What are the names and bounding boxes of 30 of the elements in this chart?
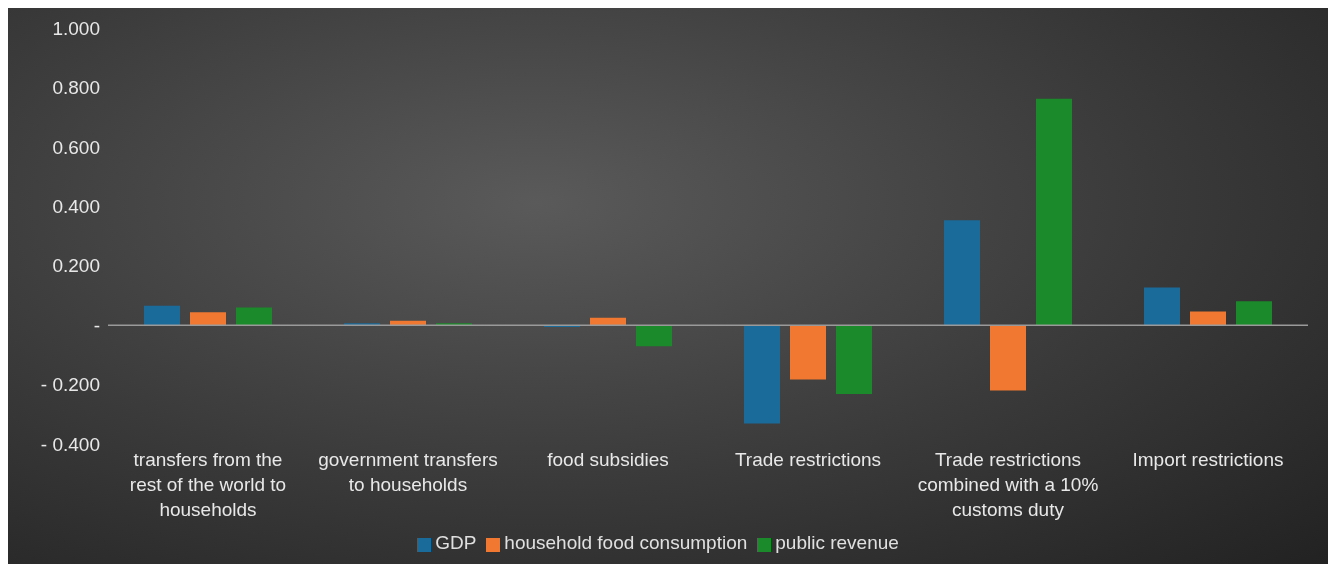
- bar: [636, 325, 672, 347]
- y-tick-label: - 0.400: [40, 433, 100, 455]
- y-tick-label: 0.600: [52, 136, 100, 158]
- bar: [1236, 301, 1272, 326]
- y-tick-label: - 0.200: [40, 374, 100, 396]
- bar: [190, 312, 226, 326]
- bar: [236, 307, 272, 326]
- x-tick-label: Trade restrictions: [734, 449, 882, 470]
- x-tick-label: Import restrictions: [1132, 449, 1284, 470]
- bar: [836, 325, 872, 395]
- legend-label: household food consumption: [504, 532, 748, 553]
- bar: [990, 325, 1026, 391]
- bar: [944, 220, 980, 326]
- y-tick-label: -: [93, 314, 100, 336]
- bar: [1036, 98, 1072, 326]
- bar: [744, 325, 780, 424]
- y-tick-label: 1.000: [52, 17, 100, 39]
- x-tick-label: transfers from the rest of the world to households: [129, 449, 287, 520]
- bar: [144, 305, 180, 326]
- y-tick-label: 0.800: [52, 77, 100, 99]
- bar: [1190, 311, 1226, 326]
- x-tick-label: food subsidies: [547, 449, 669, 470]
- x-tick-label: government transfers to households: [318, 449, 498, 495]
- legend-label: public revenue: [775, 532, 899, 553]
- x-tick-label: Trade restrictions combined with a 10% customs duty: [917, 449, 1099, 520]
- bar: [1144, 287, 1180, 326]
- y-tick-label: 0.400: [52, 196, 100, 218]
- legend-label: GDP: [435, 532, 477, 553]
- bar: [790, 325, 826, 380]
- y-tick-label: 0.200: [52, 255, 100, 277]
